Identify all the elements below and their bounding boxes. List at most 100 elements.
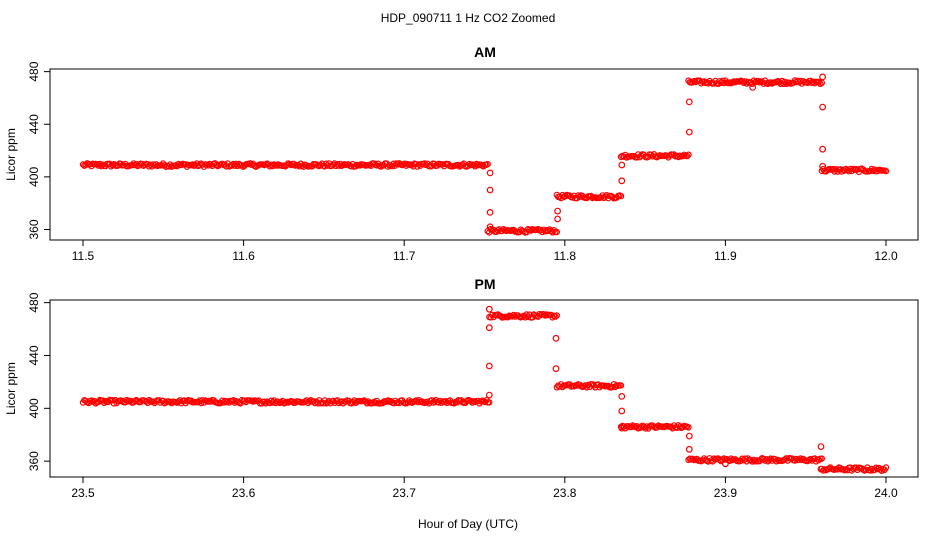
x-tick-label: 11.8 [554,249,577,263]
x-tick-label: 23.8 [553,486,577,500]
data-point [637,424,645,431]
data-point [841,167,848,174]
am-points [79,73,890,236]
x-tick-label: 11.6 [232,249,255,263]
data-point [485,324,493,332]
data-point [818,455,826,462]
data-point [627,423,635,431]
data-point [554,207,561,215]
data-point [269,162,276,170]
data-point [807,455,814,463]
data-point [618,407,626,415]
data-point [844,166,851,174]
data-point [442,398,449,405]
data-point [750,77,757,84]
data-point [540,226,548,233]
data-point [485,305,493,313]
data-point [342,398,350,405]
data-point [485,362,493,370]
data-point [547,227,555,235]
data-point [238,162,245,169]
data-point [754,77,762,85]
data-point [760,80,767,87]
data-point [729,79,736,86]
data-point [249,398,257,405]
data-point [504,314,512,321]
y-tick-label: 480 [27,61,41,81]
data-point [882,167,890,175]
data-point [870,167,877,174]
x-axis-title: Hour of Day (UTC) [418,517,518,531]
data-point [485,391,493,399]
data-point [562,192,569,200]
am-y-axis: 360 400 440 480 [27,61,50,239]
am-y-axis-title: Licor ppm [4,128,18,181]
data-point [100,399,108,406]
data-point [727,455,735,462]
am-x-axis: 11.5 11.6 11.7 11.8 11.9 12.0 [72,240,898,263]
data-point [527,227,535,234]
am-panel-title: AM [474,44,496,60]
data-point [455,161,462,169]
y-tick-label: 360 [27,451,41,471]
data-point [685,98,693,106]
data-point [498,227,506,235]
data-point [509,313,516,320]
data-point [819,162,826,170]
pm-y-axis-title: Licor ppm [4,362,18,415]
data-point [617,192,625,200]
x-tick-label: 11.5 [72,249,95,263]
x-tick-label: 23.7 [393,486,417,500]
data-point [349,399,357,406]
data-point [878,467,885,474]
data-point [683,152,691,160]
y-tick-label: 480 [27,292,41,312]
y-tick-label: 440 [27,345,41,365]
data-point [685,424,692,431]
data-point [819,145,826,153]
data-point [609,193,616,201]
data-point [618,424,626,432]
data-point [819,73,826,81]
data-point [261,398,268,405]
data-point [324,399,331,406]
data-point [877,466,884,473]
pm-panel: PM 23.5 23.6 23.7 23.8 23.9 24.0 360 400 440 480… [4,276,919,500]
data-point [685,445,693,453]
data-point [204,162,212,169]
data-point [451,400,458,407]
data-point [213,161,220,169]
data-point [82,161,90,168]
x-tick-label: 12.0 [874,249,898,263]
data-point [573,382,581,389]
data-point [722,460,729,468]
data-point [88,397,95,404]
pm-x-axis: 23.5 23.6 23.7 23.8 23.9 24.0 [71,477,898,500]
data-point [552,334,560,342]
data-point [554,215,561,223]
data-point [618,177,626,185]
data-point [569,194,576,201]
data-point [486,169,494,177]
data-point [575,192,582,199]
y-tick-label: 400 [27,167,41,187]
data-point [189,161,196,168]
pm-plot-frame [49,299,919,478]
data-point [882,464,890,471]
data-point [685,128,693,136]
data-point [685,151,692,158]
data-point [646,423,653,430]
data-point [825,465,833,472]
data-point [675,153,682,161]
data-point [705,458,712,465]
data-point [262,400,269,407]
data-point [576,193,583,201]
data-point [486,186,494,194]
data-point [98,162,105,170]
data-point [486,223,494,231]
data-point [553,228,561,236]
y-tick-label: 440 [27,114,41,134]
data-point [817,465,825,473]
x-tick-label: 23.6 [232,486,256,500]
